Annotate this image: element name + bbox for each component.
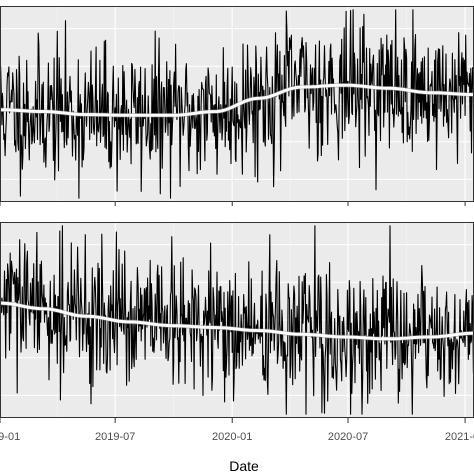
top-panel — [0, 6, 474, 202]
x-tick-label-1: 2019-07 — [95, 431, 135, 443]
x-tick-label-4: 2021-01 — [445, 431, 474, 443]
bottom-data-line — [0, 225, 474, 415]
bottom-panel-series — [0, 225, 474, 415]
x-tick-label-0: 2019-01 — [0, 431, 20, 443]
x-tick-label-3: 2020-07 — [328, 431, 368, 443]
x-axis-title: Date — [229, 458, 259, 474]
bottom-trend-line — [0, 301, 474, 341]
top-trend-line — [0, 83, 474, 117]
top-panel-series — [0, 9, 474, 199]
bottom-panel — [0, 222, 474, 418]
x-axis: 2019-01 2019-07 2020-01 2020-07 2021-01 — [0, 202, 474, 443]
x-tick-label-2: 2020-01 — [212, 431, 252, 443]
